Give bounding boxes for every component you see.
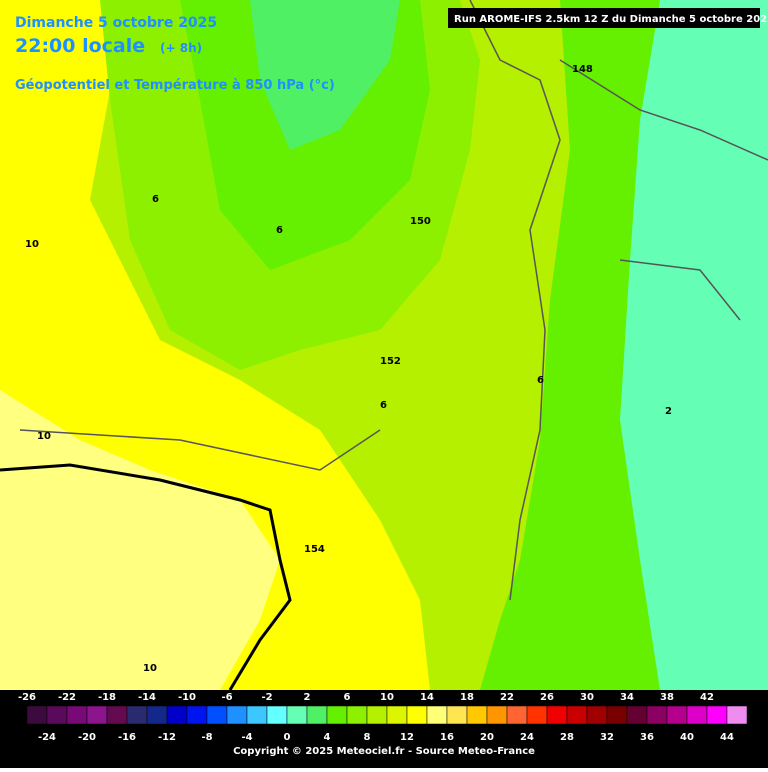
legend-swatch (26, 705, 48, 725)
legend-label: 10 (380, 692, 394, 703)
copyright: Copyright © 2025 Meteociel.fr - Source M… (233, 746, 535, 757)
legend-swatch (686, 705, 708, 725)
legend-swatch (266, 705, 288, 725)
legend-swatch (546, 705, 568, 725)
contour-label: 10 (37, 431, 51, 442)
legend-label: 22 (500, 692, 514, 703)
legend-label: 20 (480, 732, 494, 743)
borders (19, 0, 768, 601)
legend-swatch (286, 705, 308, 725)
legend-label: 8 (364, 732, 371, 743)
legend-swatch (206, 705, 228, 725)
legend-swatch (506, 705, 528, 725)
legend-swatch (126, 705, 148, 725)
legend-swatch (726, 705, 748, 725)
legend-swatch (646, 705, 668, 725)
legend-swatch (146, 705, 168, 725)
legend-swatch (186, 705, 208, 725)
legend-swatch (106, 705, 128, 725)
legend-swatch (366, 705, 388, 725)
legend-label: 16 (440, 732, 454, 743)
legend-swatch (426, 705, 448, 725)
contour-label: 10 (25, 239, 39, 250)
contour-label: 6 (537, 375, 544, 386)
contour-label: 2 (665, 406, 672, 417)
legend-background (0, 690, 768, 768)
legend-label: 18 (460, 692, 474, 703)
run: Run AROME-IFS 2.5km 12 Z du Dimanche 5 o… (454, 14, 768, 25)
legend-swatch (306, 705, 328, 725)
contour-label: 150 (410, 216, 431, 227)
legend-label: 42 (700, 692, 714, 703)
legend-swatch (606, 705, 628, 725)
date: Dimanche 5 octobre 2025 (15, 15, 217, 31)
legend-label: 44 (720, 732, 734, 743)
legend-label: -10 (178, 692, 196, 703)
legend-label: 30 (580, 692, 594, 703)
legend-label: 34 (620, 692, 634, 703)
contour-label: 6 (276, 225, 283, 236)
field: Géopotentiel et Température à 850 hPa (°… (15, 78, 335, 93)
time: 22:00 locale (15, 35, 145, 57)
legend-swatch (566, 705, 588, 725)
legend-label: -20 (78, 732, 96, 743)
legend-label: 28 (560, 732, 574, 743)
legend-label: 14 (420, 692, 434, 703)
offset: (+ 8h) (160, 41, 202, 55)
legend-label: 2 (304, 692, 311, 703)
legend-label: -2 (261, 692, 272, 703)
legend-label: -26 (18, 692, 36, 703)
legend-label: 6 (344, 692, 351, 703)
legend-label: -6 (221, 692, 232, 703)
legend-label: 12 (400, 732, 414, 743)
legend-swatch (406, 705, 428, 725)
east-cold-field (620, 0, 768, 690)
legend-swatch (386, 705, 408, 725)
legend-label: 38 (660, 692, 674, 703)
legend-swatch (346, 705, 368, 725)
legend-swatch (706, 705, 728, 725)
legend-swatch (486, 705, 508, 725)
legend-swatch (46, 705, 68, 725)
legend-swatch (226, 705, 248, 725)
contour-label: 10 (143, 663, 157, 674)
legend-label: -18 (98, 692, 116, 703)
legend-label: -24 (38, 732, 56, 743)
cold-field (250, 0, 400, 150)
legend-swatch (626, 705, 648, 725)
legend-label: -4 (241, 732, 252, 743)
coastline (0, 463, 292, 691)
legend-swatch (166, 705, 188, 725)
legend-label: -14 (138, 692, 156, 703)
legend-swatch (586, 705, 608, 725)
legend-label: 36 (640, 732, 654, 743)
legend-label: 40 (680, 732, 694, 743)
legend-swatch (446, 705, 468, 725)
legend-swatch (326, 705, 348, 725)
legend-label: 26 (540, 692, 554, 703)
legend-swatch (526, 705, 548, 725)
contour-label: 6 (380, 400, 387, 411)
legend-label: -12 (158, 732, 176, 743)
legend-swatch (666, 705, 688, 725)
legend-swatch (66, 705, 88, 725)
legend-label: -22 (58, 692, 76, 703)
run-box (448, 8, 760, 28)
legend-swatch (466, 705, 488, 725)
legend-label: 24 (520, 732, 534, 743)
legend-label: 4 (324, 732, 331, 743)
legend-label: -16 (118, 732, 136, 743)
contour-label: 6 (152, 194, 159, 205)
legend-swatch (246, 705, 268, 725)
legend-label: 0 (284, 732, 291, 743)
legend-swatch (86, 705, 108, 725)
contour-label: 154 (304, 544, 325, 555)
contour-label: 148 (572, 64, 593, 75)
contour-label: 152 (380, 356, 401, 367)
legend-label: 32 (600, 732, 614, 743)
legend-label: -8 (201, 732, 212, 743)
